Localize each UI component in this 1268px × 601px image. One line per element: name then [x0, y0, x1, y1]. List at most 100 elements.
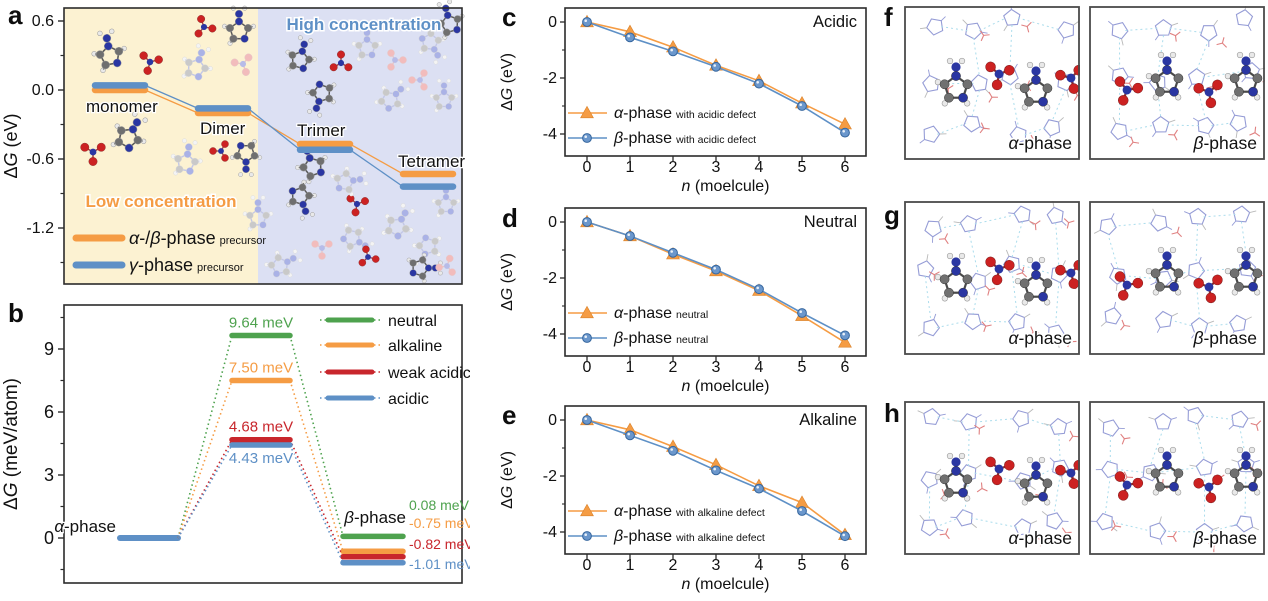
wireframe-ring	[1012, 408, 1034, 433]
wireframe-ring	[1231, 205, 1257, 226]
x-tick-label: 3	[712, 159, 721, 176]
atom	[946, 57, 954, 65]
atom	[96, 142, 106, 152]
atom	[361, 171, 367, 176]
line	[1250, 422, 1257, 426]
atom	[292, 249, 298, 254]
line	[1111, 526, 1118, 532]
atom	[242, 165, 250, 174]
atom	[209, 147, 217, 155]
wire-ring	[1150, 214, 1168, 232]
atom	[941, 295, 948, 302]
wire-ring	[1049, 417, 1068, 435]
line	[1120, 325, 1125, 331]
level-connector	[144, 84, 199, 109]
line	[1143, 82, 1150, 84]
atom	[946, 252, 954, 260]
panel-c-acidic-line-chart: 0 -2 -4 0 1 2 3 4 5 6 n (moelcule) ΔG (eV) Acidic α-p…	[499, 7, 867, 195]
h-bond	[1196, 39, 1210, 71]
wireframe-nitrate	[976, 482, 988, 493]
line	[1124, 437, 1131, 440]
panel-f-letter: f	[884, 2, 893, 32]
molecule-ring	[170, 138, 203, 176]
atom	[1150, 268, 1161, 279]
atom	[939, 274, 950, 285]
line	[1100, 321, 1107, 327]
wire-ring	[1232, 205, 1251, 223]
atom	[1157, 51, 1165, 59]
atom	[385, 104, 393, 113]
atom	[194, 72, 203, 81]
atom	[1132, 277, 1144, 289]
line	[935, 468, 942, 474]
line	[979, 425, 985, 430]
wireframe-ring	[953, 214, 982, 233]
line	[981, 487, 988, 492]
atom	[316, 157, 325, 166]
line	[1208, 41, 1210, 48]
atom	[1150, 468, 1161, 479]
molecule-ring	[351, 25, 383, 62]
atom	[104, 41, 113, 51]
h-bond	[1107, 233, 1119, 269]
line	[1124, 324, 1131, 327]
line	[1068, 435, 1074, 442]
atom	[1004, 459, 1015, 471]
atom	[319, 245, 325, 251]
y-tick-label: 9	[44, 339, 54, 359]
panel-c-letter: c	[502, 2, 517, 32]
wire-ring	[1195, 458, 1213, 476]
wire-ring	[1046, 512, 1064, 530]
atom	[243, 24, 253, 33]
atom	[1055, 69, 1066, 81]
atom	[944, 92, 954, 103]
atom	[1162, 56, 1172, 66]
line	[1048, 135, 1051, 142]
line	[980, 482, 983, 489]
line	[1173, 129, 1179, 136]
wireframe-ring	[969, 272, 991, 296]
atom	[1229, 268, 1240, 279]
atom	[1021, 499, 1028, 506]
molecule-nitrate	[346, 194, 369, 217]
x-tick-label: 6	[841, 557, 850, 574]
line	[1005, 249, 1010, 257]
line	[1085, 33, 1087, 38]
marker-highlight	[584, 135, 587, 138]
wire-ring	[1152, 115, 1170, 133]
wire-ring	[922, 74, 940, 93]
panel-a-letter: a	[8, 0, 23, 30]
atom	[80, 142, 90, 152]
wire-ring	[1142, 464, 1160, 482]
atom	[241, 68, 250, 76]
molecule-nitrate	[80, 142, 106, 166]
atom	[298, 47, 307, 56]
wire-ring	[923, 318, 941, 337]
atom	[958, 57, 966, 65]
wireframe-ring	[1182, 256, 1206, 280]
x-tick-label: 1	[626, 359, 635, 376]
atom	[1169, 246, 1177, 254]
atom	[1042, 83, 1053, 94]
line	[1024, 313, 1031, 318]
line	[1035, 536, 1042, 541]
legend-label: alkaline	[388, 338, 442, 355]
atom	[1173, 73, 1184, 84]
h-bond	[1169, 27, 1203, 34]
line	[981, 31, 988, 34]
circle-marker	[582, 531, 592, 541]
ball-stick-ring	[1224, 246, 1263, 296]
h-bond	[936, 320, 968, 329]
wire-ring	[1003, 8, 1021, 26]
y-tick-label: 3	[44, 465, 54, 485]
atom	[183, 150, 192, 158]
line	[963, 110, 968, 117]
atom	[381, 230, 387, 236]
atom	[448, 268, 456, 276]
h-bond	[937, 416, 964, 423]
x-tick-label: 1	[626, 159, 635, 176]
line	[985, 324, 992, 327]
y-tick-label: -2	[543, 468, 557, 485]
atom	[1234, 281, 1244, 292]
y-axis-label: ΔG (eV)	[1, 113, 21, 178]
